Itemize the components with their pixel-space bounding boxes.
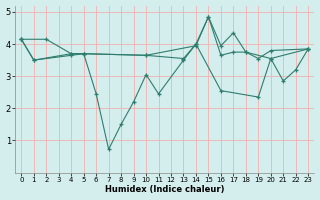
X-axis label: Humidex (Indice chaleur): Humidex (Indice chaleur) <box>105 185 225 194</box>
